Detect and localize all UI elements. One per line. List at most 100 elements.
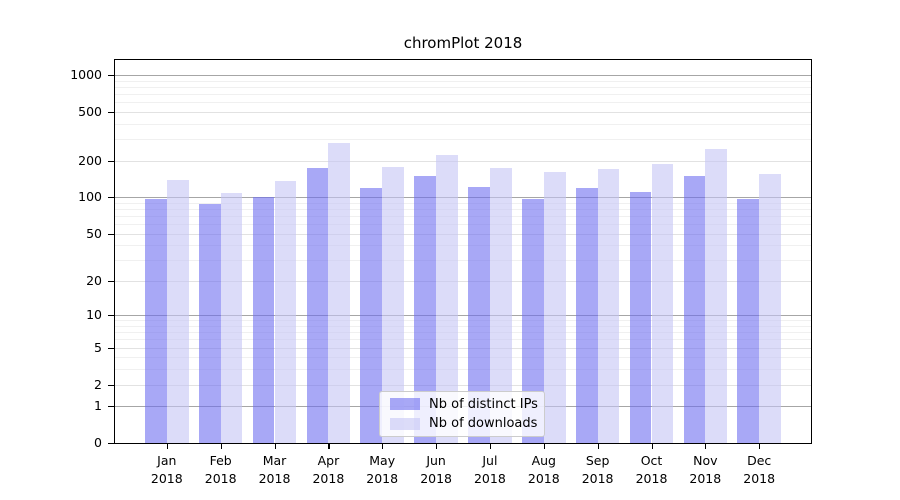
gridline-5 [115, 347, 811, 349]
bar-distinct-ips-jan [145, 198, 167, 443]
y-tick-10 [108, 315, 115, 317]
y-tick-label-20: 20 [86, 272, 102, 288]
x-tick-jan [166, 443, 168, 449]
x-tick-mar [274, 443, 276, 449]
bar-downloads-oct [651, 163, 674, 443]
x-tick-label-jun: Jun 2018 [420, 453, 452, 486]
x-tick-label-aug: Aug 2018 [527, 453, 560, 486]
y-tick-0 [108, 443, 115, 445]
x-tick-aug [543, 443, 545, 449]
x-tick-label-mar: Mar 2018 [258, 453, 291, 486]
bar-downloads-mar [274, 181, 297, 443]
bar-downloads-dec [759, 174, 781, 443]
bar-downloads-jan [166, 180, 189, 443]
gridline-900 [115, 80, 811, 82]
gridline-40 [115, 245, 811, 247]
gridline-2 [115, 384, 811, 386]
legend: Nb of distinct IPs Nb of downloads [379, 391, 545, 437]
x-tick-oct [651, 443, 653, 449]
bar-distinct-ips-may [360, 188, 383, 443]
y-tick-2 [108, 384, 115, 386]
bar-distinct-ips-feb [198, 203, 221, 443]
x-tick-jul [489, 443, 492, 449]
bar-downloads-jul [489, 168, 512, 443]
bar-downloads-apr [328, 142, 351, 443]
gridline-800 [115, 86, 811, 88]
bar-downloads-jun [436, 155, 458, 443]
gridline-200 [115, 160, 811, 162]
y-tick-label-0: 0 [94, 435, 102, 450]
legend-swatch-distinct-ips [390, 398, 420, 411]
y-tick-1000 [108, 75, 115, 77]
bar-downloads-feb [220, 192, 243, 443]
bar-distinct-ips-mar [252, 197, 275, 443]
bar-downloads-sep [597, 168, 620, 443]
gridline-20 [115, 280, 811, 282]
legend-label-distinct-ips: Nb of distinct IPs [429, 396, 538, 412]
y-tick-label-10: 10 [86, 307, 102, 323]
gridline-70 [115, 215, 811, 217]
y-tick-label-1000: 1000 [70, 67, 102, 82]
x-tick-dec [759, 443, 761, 449]
bar-distinct-ips-nov [683, 175, 706, 443]
x-tick-may [382, 443, 384, 449]
x-tick-sep [597, 443, 599, 449]
legend-label-downloads: Nb of downloads [429, 416, 538, 432]
x-tick-label-jan: Jan 2018 [150, 453, 183, 486]
y-tick-200 [108, 160, 115, 162]
gridline-60 [115, 224, 811, 225]
x-tick-label-may: May 2018 [366, 453, 399, 486]
y-tick-50 [108, 233, 115, 235]
gridline-700 [115, 94, 811, 95]
legend-swatch-downloads [390, 417, 420, 430]
y-tick-5 [108, 347, 115, 349]
gridline-10 [115, 315, 811, 317]
gridline-7 [115, 332, 811, 334]
gridline-50 [115, 233, 811, 235]
gridline-4 [115, 357, 811, 359]
gridline-80 [115, 208, 811, 210]
gridline-500 [115, 111, 811, 113]
x-tick-label-nov: Nov 2018 [689, 453, 722, 486]
y-tick-100 [108, 197, 115, 199]
chart-title: chromPlot 2018 [403, 34, 523, 52]
gridline-9 [115, 320, 811, 322]
y-tick-label-200: 200 [78, 152, 102, 168]
plot-area [108, 59, 812, 449]
y-tick-label-500: 500 [78, 103, 102, 119]
x-tick-label-sep: Sep 2018 [581, 453, 614, 486]
legend-item-distinct-ips: Nb of distinct IPs [390, 397, 544, 412]
x-tick-feb [220, 443, 222, 449]
gridline-100 [115, 197, 811, 199]
gridline-90 [115, 202, 811, 204]
y-tick-label-1: 1 [94, 398, 102, 414]
y-tick-500 [108, 111, 115, 113]
gridline-600 [115, 102, 811, 104]
gridline-8 [115, 326, 811, 327]
bar-downloads-may [382, 166, 404, 443]
y-tick-label-5: 5 [94, 339, 102, 355]
gridline-3 [115, 369, 811, 371]
gridline-400 [115, 123, 811, 125]
gridline-300 [115, 139, 811, 140]
x-tick-label-apr: Apr 2018 [312, 453, 345, 486]
x-tick-label-oct: Oct 2018 [635, 453, 668, 486]
x-tick-jun [436, 443, 438, 449]
y-tick-20 [108, 280, 115, 282]
y-tick-label-2: 2 [94, 376, 102, 392]
bar-distinct-ips-jul [468, 186, 490, 443]
bar-distinct-ips-apr [306, 167, 329, 443]
x-tick-nov [705, 443, 707, 449]
gridline-30 [115, 260, 811, 262]
gridline-1000 [115, 75, 811, 77]
x-tick-label-feb: Feb 2018 [204, 453, 237, 486]
y-tick-label-100: 100 [78, 189, 102, 205]
bar-distinct-ips-sep [575, 188, 598, 443]
bar-distinct-ips-dec [737, 199, 760, 443]
gridline-6 [115, 339, 811, 341]
bar-distinct-ips-aug [522, 198, 544, 443]
x-tick-label-jul: Jul 2018 [473, 453, 506, 486]
x-tick-apr [328, 443, 330, 449]
y-tick-1 [108, 406, 115, 408]
